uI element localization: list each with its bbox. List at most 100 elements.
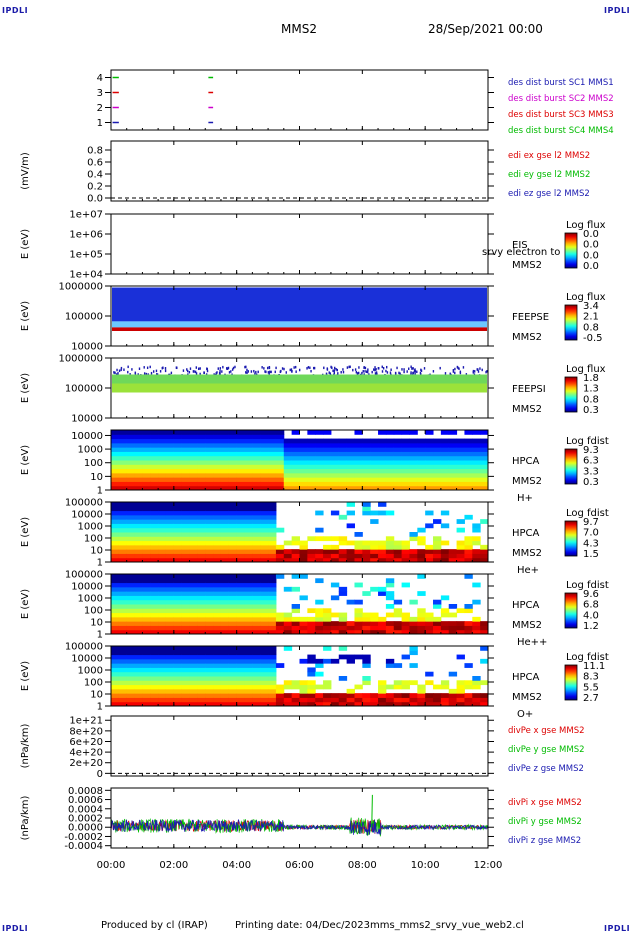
hpca_h-cell	[291, 438, 300, 444]
hpca_he2-cell	[330, 629, 340, 635]
hpca_o-cell	[150, 667, 159, 673]
hpca_he2-cell	[330, 582, 340, 588]
hpca_h-cell	[268, 468, 277, 474]
hpca_he2-cell	[181, 604, 191, 609]
hpca_he2-cell	[189, 604, 198, 609]
hpca_h-cell	[401, 477, 410, 482]
hpca_he1-cell	[158, 519, 167, 524]
hpca_h-cell	[197, 460, 206, 465]
hpca_h-cell	[291, 472, 300, 478]
hpca_he1-cell	[189, 527, 198, 533]
hpca_he1-cell	[252, 557, 261, 563]
hpca_h-cell	[213, 442, 222, 448]
hpca_h-cell	[464, 468, 473, 474]
hpca_he1-cell	[189, 557, 198, 563]
hpca_he2-cell	[464, 608, 473, 614]
hpca_he1-cell	[189, 540, 198, 546]
hpca_h-cell	[275, 464, 285, 470]
hpca_h-cell	[448, 447, 458, 452]
panel-feepse-colorbar-title: Log flux	[566, 292, 606, 303]
hpca_h-cell	[228, 455, 238, 461]
hpca_h-cell	[480, 430, 489, 435]
hpca_he1-cell	[480, 553, 489, 559]
hpca_h-cell	[236, 472, 246, 478]
panel-divpi-ytick-label: 0.0000	[68, 823, 103, 834]
panel-feepsi-colorbar-tick: 1.8	[583, 373, 599, 384]
hpca_he1-cell	[393, 557, 403, 563]
hpca_he2-cell	[417, 621, 426, 626]
hpca_he1-cell	[425, 544, 434, 550]
feepsi-sparse-point	[413, 369, 416, 372]
hpca_he1-cell	[244, 557, 253, 563]
hpca_o-cell	[456, 688, 465, 694]
feepsi-sparse-point	[414, 370, 417, 373]
hpca_he2-cell	[244, 595, 253, 601]
hpca_he2-cell	[338, 616, 348, 622]
hpca_o-cell	[205, 693, 214, 698]
hpca_o-cell	[370, 693, 379, 698]
hpca_he2-cell	[118, 604, 128, 609]
hpca_o-cell	[173, 684, 183, 690]
hpca_he1-cell	[268, 544, 277, 550]
hpca_h-cell	[260, 477, 269, 482]
hpca_o-cell	[165, 654, 175, 660]
panel-burst-ytick-label: 4	[97, 73, 103, 84]
hpca_h-cell	[228, 481, 238, 487]
hpca_he2-cell	[401, 582, 410, 588]
panel-divpe-ytick-label: 8e+20	[69, 726, 103, 737]
hpca_h-cell	[126, 472, 136, 478]
hpca_he2-cell	[158, 586, 167, 592]
hpca_he1-cell	[111, 514, 120, 520]
hpca_o-cell	[393, 680, 403, 686]
panel-eis-colorbar-bar	[564, 232, 578, 269]
hpca_he1-cell	[213, 502, 222, 507]
hpca_he2-cell	[268, 582, 277, 588]
hpca_he2-cell	[338, 621, 348, 626]
hpca_h-cell	[338, 468, 348, 474]
hpca_h-cell	[244, 447, 253, 452]
hpca_he1-cell	[370, 544, 379, 550]
hpca_he1-cell	[189, 502, 198, 507]
panel-hpca_he2-ytick-label: 10000	[71, 582, 103, 593]
hpca_o-cell	[111, 693, 120, 698]
hpca_o-cell	[181, 697, 191, 703]
panel-edi-legend-entry: edi ez gse l2 MMS2	[508, 189, 590, 199]
hpca_he2-cell	[291, 608, 300, 614]
hpca_he2-cell	[362, 629, 371, 635]
hpca_he2-cell	[126, 578, 136, 584]
hpca_he2-cell	[205, 586, 214, 592]
hpca_o-cell	[220, 680, 230, 686]
hpca_he2-cell	[244, 604, 253, 609]
hpca_o-cell	[134, 658, 143, 664]
feepsi-sparse-point	[156, 373, 158, 376]
hpca_h-cell	[409, 442, 418, 448]
hpca_o-cell	[268, 701, 277, 707]
panel-burst-ytick-label: 1	[97, 118, 103, 129]
hpca_h-cell	[213, 438, 222, 444]
hpca_he1-cell	[433, 557, 442, 563]
hpca_o-cell	[401, 701, 410, 707]
panel-hpca_h-colorbar-tick: 3.3	[583, 466, 599, 477]
hpca_o-cell	[126, 693, 136, 698]
hpca_h-cell	[244, 438, 253, 444]
hpca_o-cell	[228, 688, 238, 694]
hpca_o-cell	[205, 654, 214, 660]
hpca_h-cell	[260, 485, 269, 491]
hpca_h-cell	[205, 430, 214, 435]
hpca_he1-cell	[464, 544, 473, 550]
hpca_he1-cell	[111, 553, 120, 559]
hpca_h-cell	[480, 481, 489, 487]
feepsi-sparse-point	[374, 366, 376, 369]
hpca_h-cell	[150, 447, 159, 452]
hpca_h-cell	[472, 442, 481, 448]
hpca_o-cell	[173, 654, 183, 660]
feepsi-sparse-point	[411, 367, 413, 370]
panel-feepse-colorbar-bar	[564, 304, 578, 341]
hpca_o-cell	[362, 701, 371, 707]
hpca_he2-cell	[244, 625, 253, 631]
hpca_h-cell	[268, 472, 277, 478]
hpca_o-cell	[252, 693, 261, 698]
hpca_he1-cell	[126, 502, 136, 507]
hpca_h-cell	[158, 481, 167, 487]
